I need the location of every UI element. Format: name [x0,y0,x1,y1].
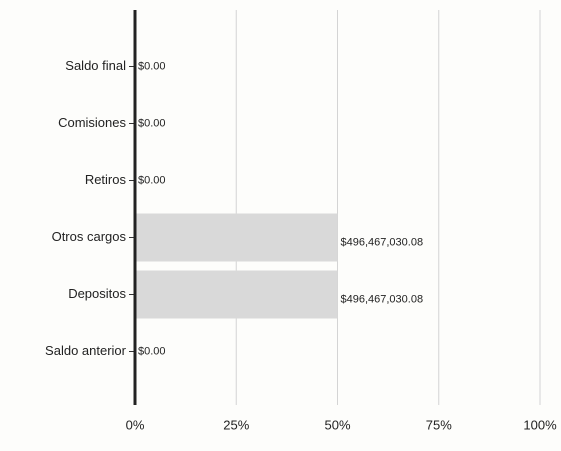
y-tick-label: Depositos [68,286,126,301]
y-tick-label: Otros cargos [52,229,127,244]
y-tick-label: Retiros [85,172,127,187]
x-tick-label: 100% [523,417,557,432]
value-label: $0.00 [138,117,166,129]
y-tick-label: Saldo final [65,58,126,73]
x-tick-label: 50% [324,417,350,432]
y-tick-label: Comisiones [58,115,126,130]
x-tick-label: 0% [126,417,145,432]
value-label: $496,467,030.08 [341,236,424,248]
x-tick-label: 25% [223,417,249,432]
value-label: $0.00 [138,60,166,72]
bar [135,270,338,319]
value-label: $0.00 [138,174,166,186]
y-tick-label: Saldo anterior [45,343,127,358]
value-label: $0.00 [138,345,166,357]
x-tick-label: 75% [426,417,452,432]
value-label: $496,467,030.08 [341,293,424,305]
bar [135,213,338,262]
